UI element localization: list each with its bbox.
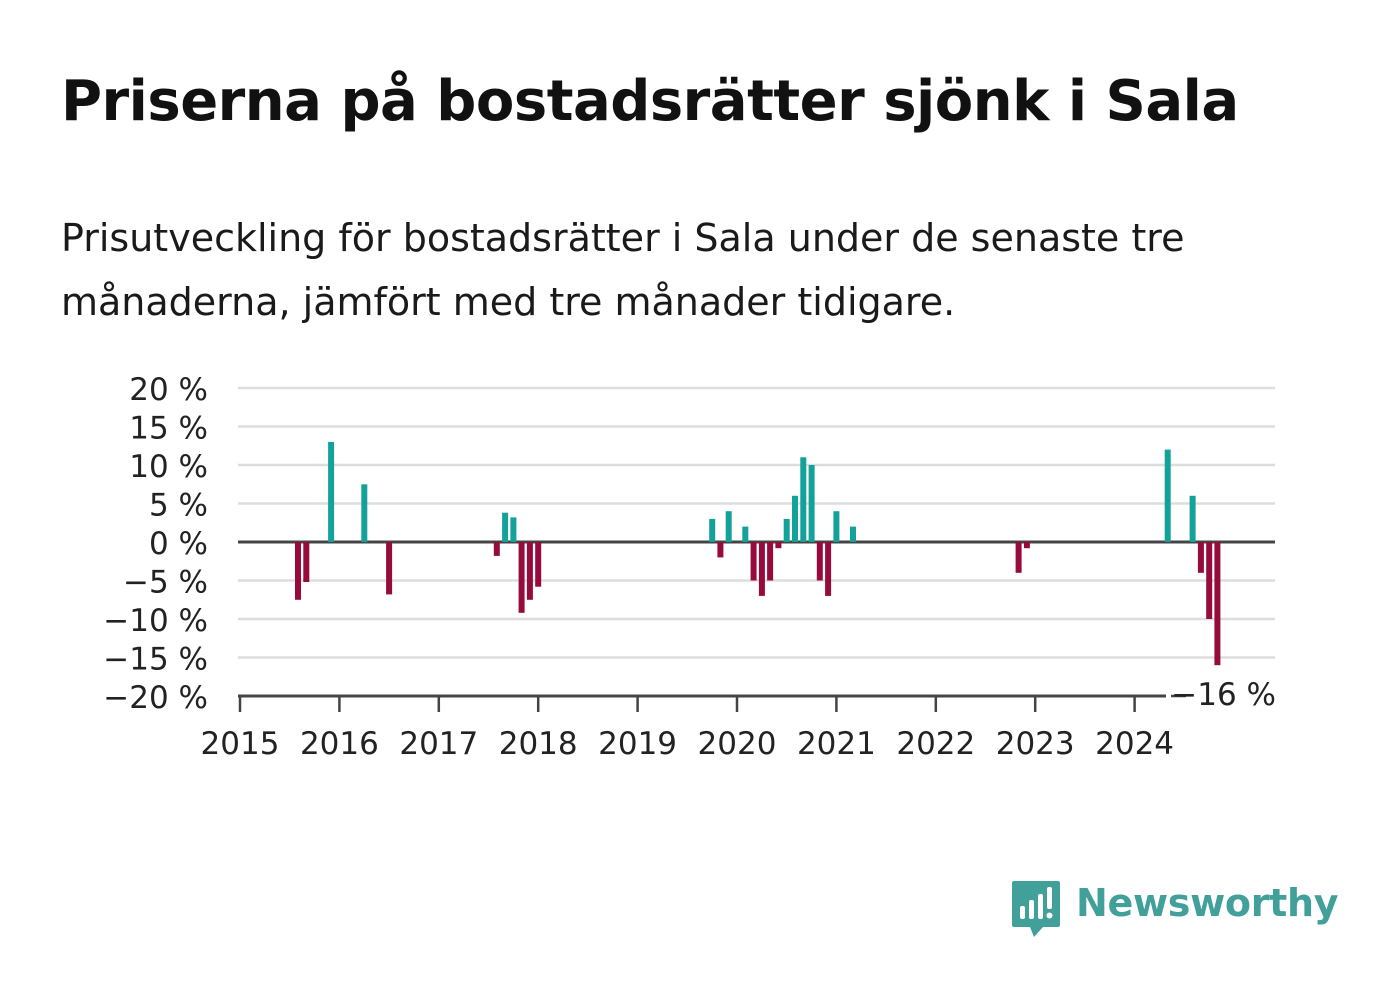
- x-tick-label: 2021: [797, 726, 876, 762]
- y-axis-ticks: 20 %15 %10 %5 %0 %−5 %−10 %−15 %−20 %: [103, 372, 208, 716]
- bar: [833, 511, 840, 542]
- bar: [328, 441, 335, 542]
- bar: [783, 518, 790, 542]
- x-tick-label: 2016: [300, 726, 379, 762]
- bar: [1189, 495, 1196, 542]
- x-axis-ticks: 2015 2016 2017 2018 2019 2020 2021 2022 2023 2024: [201, 694, 1174, 762]
- bar: [1015, 542, 1022, 573]
- y-tick-label: 10 %: [129, 449, 208, 485]
- x-tick-label: 2019: [598, 726, 677, 762]
- bars: [295, 441, 1221, 666]
- bar-chart: 20 %15 %10 %5 %0 %−5 %−10 %−15 %−20 % 20…: [103, 372, 1276, 762]
- bar: [825, 542, 832, 596]
- bar: [808, 465, 815, 542]
- x-tick-label: 2018: [499, 726, 578, 762]
- y-tick-label: −10 %: [103, 603, 208, 639]
- y-tick-label: 5 %: [149, 488, 208, 524]
- bar: [767, 542, 774, 581]
- y-tick-label: −15 %: [103, 642, 208, 678]
- bar: [303, 542, 310, 582]
- x-tick-label: 2020: [698, 726, 777, 762]
- bar: [709, 518, 716, 542]
- x-tick-label: 2022: [896, 726, 975, 762]
- bar: [502, 512, 509, 542]
- grid-lines: [238, 386, 1275, 659]
- y-tick-label: 15 %: [129, 411, 208, 447]
- chart-subtitle: Prisutveckling för bostadsrätter i Sala …: [61, 216, 1185, 324]
- x-tick-label: 2017: [399, 726, 478, 762]
- x-tick-label: 2023: [996, 726, 1075, 762]
- bar: [1164, 449, 1171, 542]
- bar: [742, 526, 749, 542]
- x-tick-label: 2024: [1095, 726, 1174, 762]
- bar: [816, 542, 823, 581]
- bar: [510, 517, 517, 542]
- bar: [717, 542, 724, 558]
- bar: [1214, 542, 1221, 666]
- chart-title: Priserna på bostadsrätter sjönk i Sala: [61, 69, 1239, 134]
- bar: [758, 542, 765, 596]
- bar: [386, 542, 393, 595]
- y-tick-label: −20 %: [103, 680, 208, 716]
- bar: [850, 526, 856, 542]
- bar: [295, 542, 301, 600]
- newsworthy-wordmark: Newsworthy: [1076, 881, 1339, 925]
- bar: [493, 542, 500, 556]
- bar: [792, 495, 798, 542]
- annotations: −16 %: [1171, 677, 1276, 713]
- bar: [535, 542, 542, 587]
- bar: [518, 542, 525, 613]
- bar: [725, 511, 732, 542]
- newsworthy-chart-bubble-icon: [1012, 881, 1060, 937]
- y-tick-label: 0 %: [149, 526, 208, 562]
- newsworthy-logo: Newsworthy: [1010, 878, 1339, 940]
- bar: [800, 457, 807, 542]
- bar: [775, 542, 782, 549]
- x-tick-label: 2015: [201, 726, 280, 762]
- bar: [750, 542, 757, 581]
- y-tick-label: −5 %: [123, 565, 208, 601]
- bar: [361, 484, 368, 543]
- bar: [526, 542, 533, 600]
- bar: [1197, 542, 1204, 573]
- bar: [1206, 542, 1213, 619]
- y-tick-label: 20 %: [129, 372, 208, 408]
- last-value-label: −16 %: [1171, 677, 1276, 713]
- bar: [1023, 542, 1030, 549]
